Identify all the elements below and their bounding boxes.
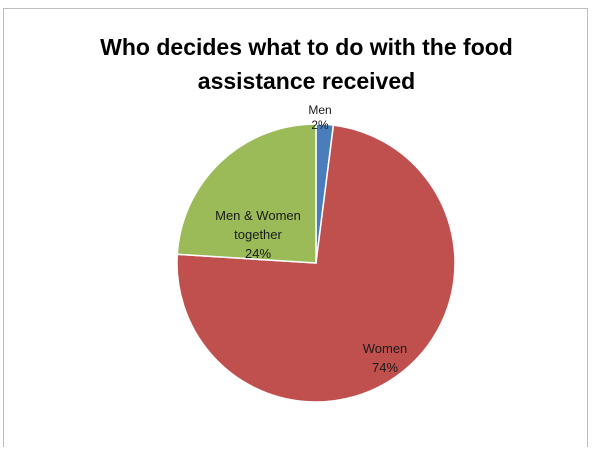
pie-label-women: Women 74% — [363, 341, 408, 375]
pie-label-men-and-women-together: Men & Women together 24% — [215, 208, 301, 261]
chart-title-line-2: assistance received — [197, 68, 416, 94]
pie-slice-men-and-women-together — [176, 123, 317, 264]
chart-title: Who decides what to do with the food ass… — [0, 30, 613, 98]
chart-title-line-1: Who decides what to do with the food — [100, 34, 513, 60]
pie-label-men: Men 2% — [308, 103, 331, 132]
